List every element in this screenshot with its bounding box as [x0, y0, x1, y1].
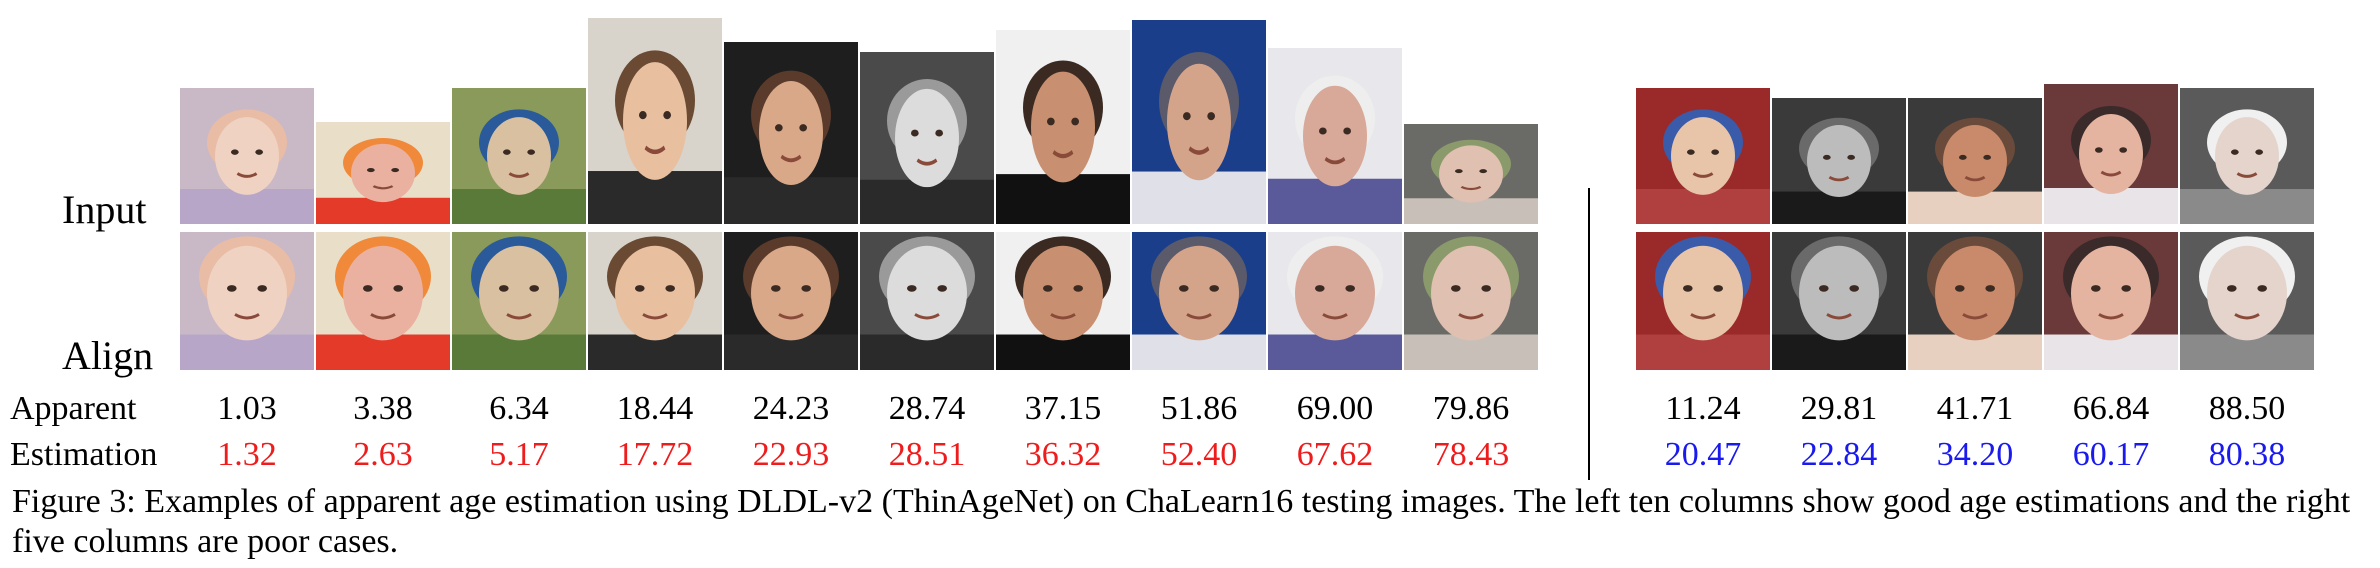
- aligned-face-image: [1772, 232, 1906, 370]
- row-label-apparent: Apparent: [10, 390, 137, 427]
- apparent-age-value: 24.23: [752, 390, 830, 427]
- input-face-image: [1132, 20, 1266, 224]
- aligned-face-image: [1132, 232, 1266, 370]
- estimated-age-value: 2.63: [353, 436, 413, 473]
- input-face-image: [1772, 98, 1906, 224]
- input-face-image: [2044, 84, 2178, 224]
- estimated-age-value: 5.17: [489, 436, 549, 473]
- aligned-face-image: [180, 232, 314, 370]
- estimated-age-value: 20.47: [1664, 436, 1742, 473]
- estimated-age-value: 78.43: [1432, 436, 1510, 473]
- column-divider: [1588, 188, 1590, 480]
- input-face-image: [1404, 124, 1538, 224]
- apparent-age-value: 51.86: [1160, 390, 1238, 427]
- aligned-face-image: [724, 232, 858, 370]
- input-face-image: [180, 88, 314, 224]
- aligned-face-image: [1636, 232, 1770, 370]
- input-face-image: [1636, 88, 1770, 224]
- aligned-face-image: [860, 232, 994, 370]
- aligned-face-image: [2180, 232, 2314, 370]
- apparent-age-value: 28.74: [888, 390, 966, 427]
- input-face-image: [996, 30, 1130, 224]
- estimated-age-value: 17.72: [616, 436, 694, 473]
- apparent-age-value: 29.81: [1800, 390, 1878, 427]
- estimated-age-value: 1.32: [217, 436, 277, 473]
- aligned-face-image: [316, 232, 450, 370]
- estimated-age-value: 67.62: [1296, 436, 1374, 473]
- input-face-image: [316, 122, 450, 224]
- apparent-age-value: 1.03: [217, 390, 277, 427]
- figure-caption: Figure 3: Examples of apparent age estim…: [12, 483, 2351, 560]
- input-face-image: [860, 52, 994, 224]
- apparent-age-value: 79.86: [1432, 390, 1510, 427]
- apparent-age-value: 3.38: [353, 390, 413, 427]
- input-face-image: [2180, 88, 2314, 224]
- estimated-age-value: 36.32: [1024, 436, 1102, 473]
- apparent-age-value: 88.50: [2208, 390, 2286, 427]
- input-face-image: [724, 42, 858, 224]
- estimated-age-value: 52.40: [1160, 436, 1238, 473]
- aligned-face-image: [452, 232, 586, 370]
- aligned-face-image: [1404, 232, 1538, 370]
- apparent-age-value: 6.34: [489, 390, 549, 427]
- row-label-input: Input: [62, 187, 147, 232]
- estimated-age-value: 80.38: [2208, 436, 2286, 473]
- apparent-age-value: 41.71: [1936, 390, 2014, 427]
- estimated-age-value: 28.51: [888, 436, 966, 473]
- input-face-image: [1908, 98, 2042, 224]
- apparent-age-value: 37.15: [1024, 390, 1102, 427]
- apparent-age-value: 66.84: [2072, 390, 2150, 427]
- apparent-age-value: 11.24: [1665, 390, 1741, 427]
- row-label-align: Align: [62, 333, 154, 378]
- aligned-face-image: [1268, 232, 1402, 370]
- estimated-age-value: 22.84: [1800, 436, 1878, 473]
- input-face-image: [1268, 48, 1402, 224]
- row-label-estimation: Estimation: [10, 436, 158, 473]
- input-face-image: [452, 88, 586, 224]
- aligned-face-image: [996, 232, 1130, 370]
- aligned-face-image: [2044, 232, 2178, 370]
- estimated-age-value: 60.17: [2072, 436, 2150, 473]
- estimated-age-value: 22.93: [752, 436, 830, 473]
- estimated-age-value: 34.20: [1936, 436, 2014, 473]
- apparent-age-value: 69.00: [1296, 390, 1374, 427]
- aligned-face-image: [1908, 232, 2042, 370]
- input-face-image: [588, 18, 722, 224]
- aligned-face-image: [588, 232, 722, 370]
- apparent-age-value: 18.44: [616, 390, 694, 427]
